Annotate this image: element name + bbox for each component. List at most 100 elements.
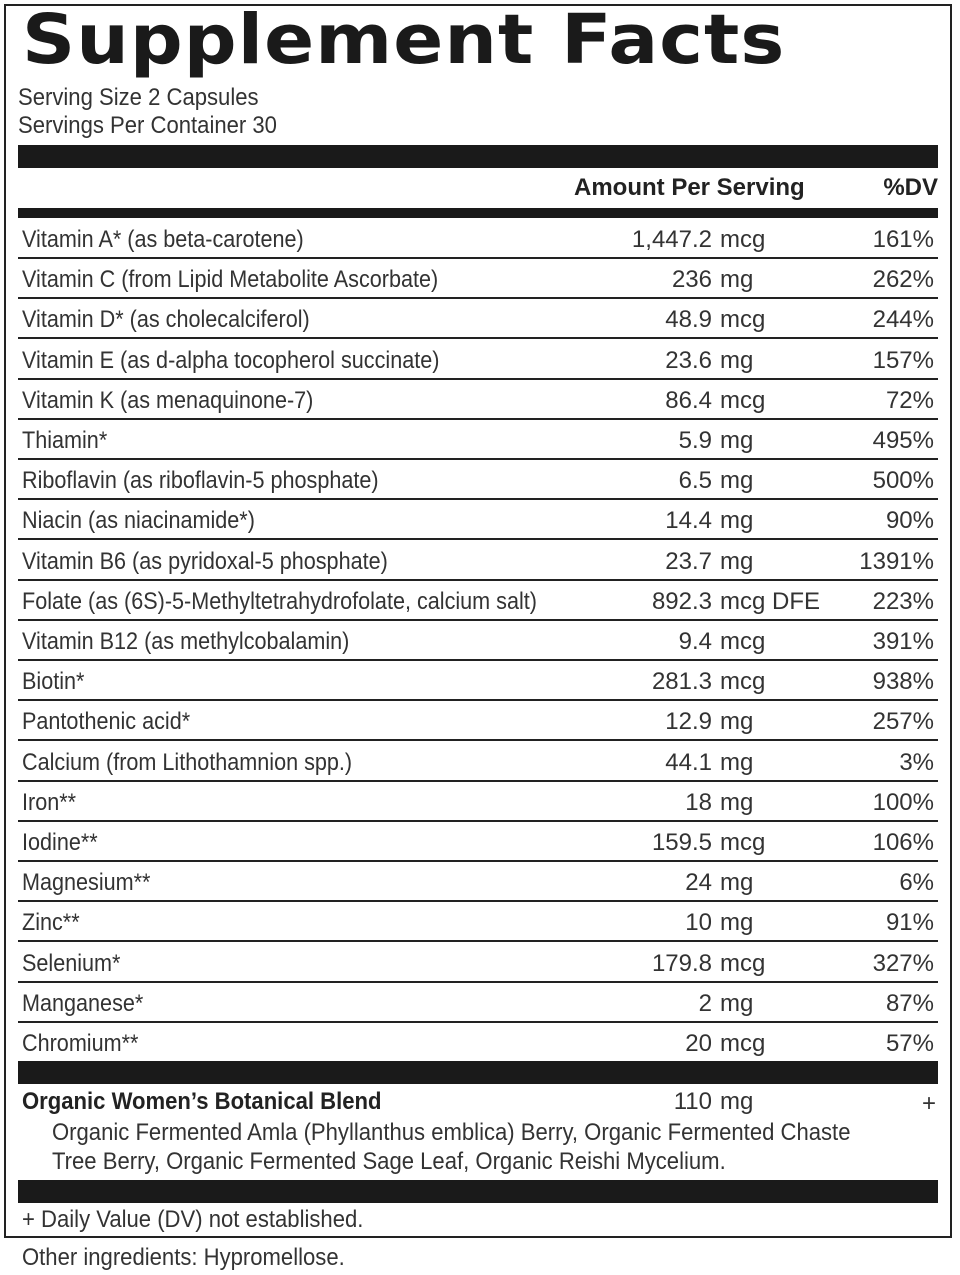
nutrient-unit: mg xyxy=(720,507,754,535)
nutrient-unit: mg xyxy=(720,467,754,495)
medium-divider xyxy=(18,208,938,218)
nutrient-name: Vitamin C (from Lipid Metabolite Ascorba… xyxy=(22,266,439,294)
nutrient-amount: 179.8 xyxy=(651,949,712,977)
nutrient-unit: mg xyxy=(720,909,754,937)
nutrient-amount: 48.9 xyxy=(665,306,712,334)
nutrient-amount: 10 xyxy=(685,909,712,937)
nutrient-unit: mcg xyxy=(720,386,766,414)
table-row: Zinc** 10 mg 91% xyxy=(18,902,938,943)
nutrient-amount: 6.5 xyxy=(678,467,712,495)
nutrient-dv: 3% xyxy=(899,748,934,776)
nutrient-amount: 281.3 xyxy=(651,668,712,696)
nutrient-dv: 6% xyxy=(899,869,934,897)
nutrient-unit: mg xyxy=(720,547,754,575)
nutrient-dv: 500% xyxy=(872,467,934,495)
nutrient-name: Pantothenic acid* xyxy=(22,708,191,736)
nutrient-unit: mcg xyxy=(720,226,766,253)
nutrient-unit: mcg xyxy=(720,628,766,655)
nutrient-unit: mg xyxy=(720,346,754,374)
nutrient-unit: mcg xyxy=(720,668,766,696)
nutrient-amount: 892.3 xyxy=(651,587,712,615)
blend-amount: 110 xyxy=(673,1088,712,1115)
table-row: Riboflavin (as riboflavin-5 phosphate) 6.… xyxy=(18,460,938,501)
nutrient-unit: mg xyxy=(720,989,754,1017)
table-row: Magnesium** 24 mg 6% xyxy=(18,862,938,903)
nutrient-unit: mg xyxy=(720,788,754,816)
table-row: Chromium** 20 mcg 57% xyxy=(18,1023,938,1063)
nutrient-name: Zinc** xyxy=(22,909,80,937)
nutrient-name: Vitamin K (as menaquinone-7) xyxy=(22,386,314,414)
table-row: Iodine** 159.5 mcg 106% xyxy=(18,822,938,862)
nutrient-dv: 257% xyxy=(872,708,934,736)
nutrient-unit: mg xyxy=(720,266,754,294)
nutrient-amount: 236 xyxy=(671,266,712,294)
table-row: Biotin* 281.3 mcg 938% xyxy=(18,661,938,702)
panel-title: Supplement Facts xyxy=(22,0,786,80)
blend-unit: mg xyxy=(720,1088,754,1115)
nutrient-name: Folate (as (6S)-5-Methyltetrahydrofolate… xyxy=(22,587,537,615)
nutrient-dv: 91% xyxy=(885,909,934,937)
nutrient-name: Vitamin E (as d-alpha tocopherol succina… xyxy=(22,346,440,374)
nutrient-amount: 5.9 xyxy=(678,427,712,454)
table-row: Vitamin K (as menaquinone-7) 86.4 mcg 72% xyxy=(18,380,938,420)
table-row: Vitamin D* (as cholecalciferol) 48.9 mcg 24… xyxy=(18,299,938,340)
table-row: Selenium* 179.8 mcg 327% xyxy=(18,943,938,983)
nutrient-amount: 18 xyxy=(685,788,712,816)
nutrient-amount: 86.4 xyxy=(665,386,712,414)
table-row: Vitamin B6 (as pyridoxal-5 phosphate) 23.… xyxy=(18,541,938,581)
nutrient-name: Vitamin B12 (as methylcobalamin) xyxy=(22,628,350,655)
nutrient-dv: 223% xyxy=(872,587,934,615)
thick-divider-top xyxy=(18,145,938,168)
serving-size: Serving Size 2 Capsules xyxy=(18,84,259,111)
amount-per-serving-header: Amount Per Serving xyxy=(574,174,805,201)
table-row: Iron** 18 mg 100% xyxy=(18,782,938,822)
supplement-facts-panel: Supplement Facts xyxy=(4,0,952,1238)
table-row: Niacin (as niacinamide*) 14.4 mg 90% xyxy=(18,500,938,541)
nutrient-amount: 20 xyxy=(685,1030,712,1057)
table-row: Vitamin C (from Lipid Metabolite Ascorba… xyxy=(18,259,938,300)
nutrient-unit: mcg xyxy=(720,1030,766,1057)
nutrient-dv: 327% xyxy=(872,949,934,977)
nutrient-unit: mg xyxy=(720,427,754,454)
table-row: Manganese* 2 mg 87% xyxy=(18,983,938,1023)
nutrient-amount: 23.7 xyxy=(665,547,712,575)
servings-per-container: Servings Per Container 30 xyxy=(18,112,277,139)
nutrient-name: Niacin (as niacinamide*) xyxy=(22,507,255,535)
table-row: Vitamin A* (as beta-carotene) 1,447.2 mcg 1… xyxy=(18,219,938,259)
nutrient-amount: 23.6 xyxy=(665,346,712,374)
thick-divider-blend xyxy=(18,1061,938,1084)
nutrient-amount: 14.4 xyxy=(665,507,712,535)
nutrient-name: Magnesium** xyxy=(22,869,151,897)
table-row: Vitamin E (as d-alpha tocopherol succina… xyxy=(18,340,938,380)
nutrient-unit: mcg xyxy=(720,829,766,856)
table-row: Pantothenic acid* 12.9 mg 257% xyxy=(18,701,938,742)
nutrient-amount: 12.9 xyxy=(665,708,712,736)
nutrient-amount: 24 xyxy=(685,869,712,897)
nutrient-amount: 1,447.2 xyxy=(631,226,712,253)
other-ingredients: Other ingredients: Hypromellose. xyxy=(22,1244,345,1271)
nutrient-dv: 106% xyxy=(872,829,934,856)
nutrient-name: Chromium** xyxy=(22,1030,139,1057)
nutrient-dv: 161% xyxy=(872,226,934,253)
nutrient-name: Vitamin D* (as cholecalciferol) xyxy=(22,306,310,334)
nutrient-dv: 938% xyxy=(872,668,934,696)
nutrient-name: Vitamin B6 (as pyridoxal-5 phosphate) xyxy=(22,547,388,575)
nutrient-unit: mcg xyxy=(720,949,766,977)
nutrient-dv: 244% xyxy=(872,306,934,334)
table-row: Folate (as (6S)-5-Methyltetrahydrofolate… xyxy=(18,581,938,621)
nutrient-name: Selenium* xyxy=(22,949,121,977)
nutrient-amount: 44.1 xyxy=(665,748,712,776)
dv-header: %DV xyxy=(883,174,938,201)
nutrient-dv: 262% xyxy=(872,266,934,294)
nutrient-amount: 159.5 xyxy=(651,829,712,856)
blend-dv: + xyxy=(921,1090,936,1117)
nutrient-dv: 57% xyxy=(885,1030,934,1057)
nutrient-name: Manganese* xyxy=(22,989,144,1017)
blend-ingredients: Organic Fermented Amla (Phyllanthus embl… xyxy=(52,1119,851,1175)
nutrient-amount: 2 xyxy=(698,989,712,1017)
nutrient-dv: 157% xyxy=(872,346,934,374)
nutrient-dv: 87% xyxy=(885,989,934,1017)
table-row: Vitamin B12 (as methylcobalamin) 9.4 mcg 39… xyxy=(18,621,938,661)
nutrient-name: Iodine** xyxy=(22,829,98,856)
nutrient-unit: mcg DFE xyxy=(720,587,821,615)
